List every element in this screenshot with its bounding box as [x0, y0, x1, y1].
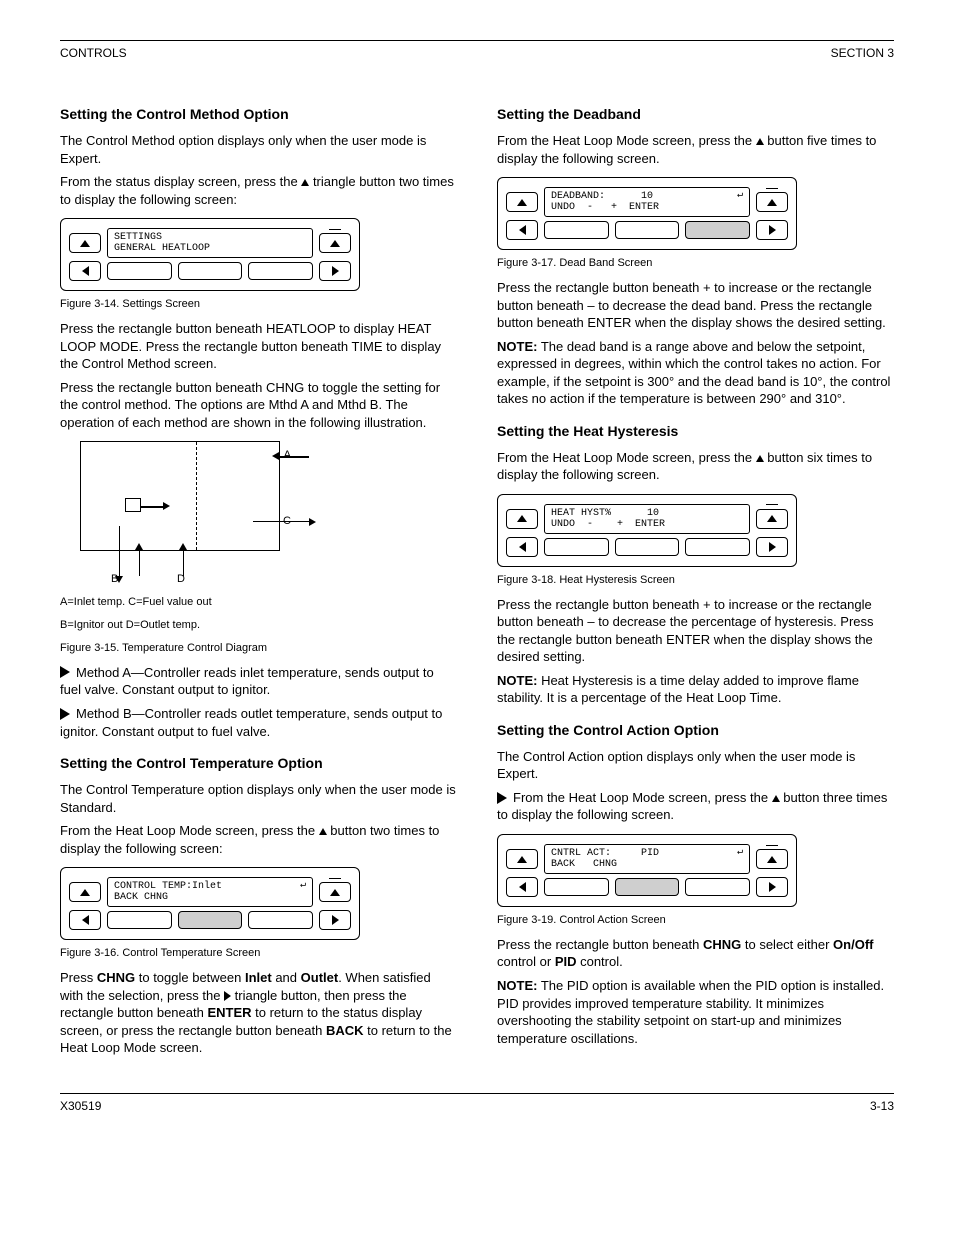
- para: The Control Action option displays only …: [497, 748, 894, 783]
- heading-control-action: Setting the Control Action Option: [497, 721, 894, 740]
- figure-caption: Figure 3-17. Dead Band Screen: [497, 256, 894, 271]
- home-button[interactable]: [319, 882, 351, 902]
- header-left: CONTROLS: [60, 45, 127, 61]
- page-header: CONTROLS SECTION 3: [60, 45, 894, 61]
- para: From the Heat Loop Mode screen, press th…: [497, 789, 894, 824]
- up-button[interactable]: [506, 192, 538, 212]
- fn-button-2[interactable]: [615, 878, 680, 896]
- up-triangle-icon: [756, 455, 764, 462]
- para: From the status display screen, press th…: [60, 173, 457, 208]
- flow-legend-2: B=Ignitor out D=Outlet temp.: [60, 618, 457, 633]
- bullet-icon: [497, 792, 507, 804]
- flow-diagram: A C B D: [80, 441, 280, 551]
- heading-deadband: Setting the Deadband: [497, 105, 894, 124]
- left-column: Setting the Control Method Option The Co…: [60, 91, 457, 1063]
- para: Press the rectangle button beneath HEATL…: [60, 320, 457, 373]
- lcd-display: SETTINGS GENERAL HEATLOOP: [107, 228, 313, 258]
- right-triangle-icon: [224, 991, 231, 1001]
- method-a: Method A—Controller reads inlet temperat…: [60, 664, 457, 699]
- heading-control-temp: Setting the Control Temperature Option: [60, 754, 457, 773]
- fn-button-1[interactable]: [107, 262, 172, 280]
- fn-button-3[interactable]: [685, 538, 750, 556]
- fn-button-1[interactable]: [544, 221, 609, 239]
- panel-heat-hyst: HEAT HYST% 10 UNDO - + ENTER: [497, 494, 797, 567]
- right-column: Setting the Deadband From the Heat Loop …: [497, 91, 894, 1063]
- fn-button-1[interactable]: [107, 911, 172, 929]
- fn-button-3[interactable]: [248, 911, 313, 929]
- lcd-display: ↵ CONTROL TEMP:Inlet BACK CHNG: [107, 877, 313, 907]
- header-rule: [60, 40, 894, 41]
- header-right: SECTION 3: [831, 45, 894, 61]
- fn-button-3[interactable]: [248, 262, 313, 280]
- footer-rule: [60, 1093, 894, 1094]
- right-button[interactable]: [756, 537, 788, 557]
- panel-control-temp: ↵ CONTROL TEMP:Inlet BACK CHNG: [60, 867, 360, 940]
- flow-legend-1: A=Inlet temp. C=Fuel value out: [60, 595, 457, 610]
- para: Press the rectangle button beneath + to …: [497, 279, 894, 332]
- home-button[interactable]: [319, 233, 351, 253]
- fn-button-2[interactable]: [178, 911, 243, 929]
- left-button[interactable]: [69, 910, 101, 930]
- up-triangle-icon: [772, 795, 780, 802]
- up-triangle-icon: [756, 138, 764, 145]
- panel-settings: SETTINGS GENERAL HEATLOOP: [60, 218, 360, 291]
- enter-icon: ↵: [300, 880, 306, 891]
- left-button[interactable]: [69, 261, 101, 281]
- fn-button-3[interactable]: [685, 221, 750, 239]
- note: NOTE: The dead band is a range above and…: [497, 338, 894, 408]
- home-button[interactable]: [756, 849, 788, 869]
- method-b: Method B—Controller reads outlet tempera…: [60, 705, 457, 740]
- figure-caption: Figure 3-18. Heat Hysteresis Screen: [497, 573, 894, 588]
- right-button[interactable]: [319, 261, 351, 281]
- up-button[interactable]: [506, 849, 538, 869]
- footer-right: 3-13: [870, 1098, 894, 1114]
- fn-button-2[interactable]: [178, 262, 243, 280]
- bullet-icon: [60, 666, 70, 678]
- up-button[interactable]: [506, 509, 538, 529]
- figure-caption: Figure 3-14. Settings Screen: [60, 297, 457, 312]
- para: The Control Temperature option displays …: [60, 781, 457, 816]
- up-triangle-icon: [319, 828, 327, 835]
- left-button[interactable]: [506, 877, 538, 897]
- lcd-display: ↵ DEADBAND: 10 UNDO - + ENTER: [544, 187, 750, 217]
- left-button[interactable]: [506, 220, 538, 240]
- note: NOTE: The PID option is available when t…: [497, 977, 894, 1047]
- panel-deadband: ↵ DEADBAND: 10 UNDO - + ENTER: [497, 177, 797, 250]
- up-button[interactable]: [69, 233, 101, 253]
- home-button[interactable]: [756, 192, 788, 212]
- lcd-display: ↵ CNTRL ACT: PID BACK CHNG: [544, 844, 750, 874]
- para: Press the rectangle button beneath CHNG …: [60, 379, 457, 432]
- right-button[interactable]: [319, 910, 351, 930]
- para: Press CHNG to toggle between Inlet and O…: [60, 969, 457, 1057]
- lcd-display: HEAT HYST% 10 UNDO - + ENTER: [544, 504, 750, 534]
- page-footer: X30519 3-13: [60, 1098, 894, 1114]
- up-button[interactable]: [69, 882, 101, 902]
- para: From the Heat Loop Mode screen, press th…: [60, 822, 457, 857]
- right-button[interactable]: [756, 220, 788, 240]
- bullet-icon: [60, 708, 70, 720]
- note: NOTE: Heat Hysteresis is a time delay ad…: [497, 672, 894, 707]
- fn-button-1[interactable]: [544, 538, 609, 556]
- left-button[interactable]: [506, 537, 538, 557]
- home-button[interactable]: [756, 509, 788, 529]
- fn-button-2[interactable]: [615, 221, 680, 239]
- fn-button-3[interactable]: [685, 878, 750, 896]
- right-button[interactable]: [756, 877, 788, 897]
- para: Press the rectangle button beneath + to …: [497, 596, 894, 666]
- para: Press the rectangle button beneath CHNG …: [497, 936, 894, 971]
- figure-caption: Figure 3-15. Temperature Control Diagram: [60, 641, 457, 656]
- fn-button-1[interactable]: [544, 878, 609, 896]
- para: From the Heat Loop Mode screen, press th…: [497, 132, 894, 167]
- enter-icon: ↵: [737, 847, 743, 858]
- footer-left: X30519: [60, 1098, 101, 1114]
- heading-control-method: Setting the Control Method Option: [60, 105, 457, 124]
- para: The Control Method option displays only …: [60, 132, 457, 167]
- panel-control-action: ↵ CNTRL ACT: PID BACK CHNG: [497, 834, 797, 907]
- para: From the Heat Loop Mode screen, press th…: [497, 449, 894, 484]
- enter-icon: ↵: [737, 190, 743, 201]
- figure-caption: Figure 3-16. Control Temperature Screen: [60, 946, 457, 961]
- figure-caption: Figure 3-19. Control Action Screen: [497, 913, 894, 928]
- heading-heat-hyst: Setting the Heat Hysteresis: [497, 422, 894, 441]
- fn-button-2[interactable]: [615, 538, 680, 556]
